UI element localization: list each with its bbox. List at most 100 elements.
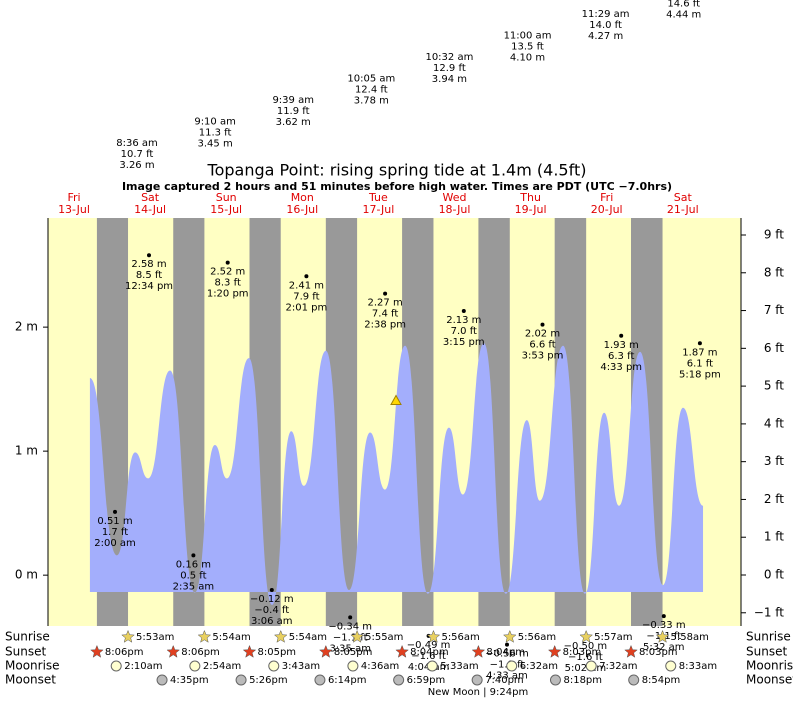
y2-tick-label: 9 ft [764,228,784,242]
top-label: 10.7 ft [121,149,154,160]
high-dot [461,309,466,314]
tide-area [89,343,704,605]
tide-height-ft: 6.6 ft [529,340,555,351]
tide-height-ft: 1.7 ft [102,527,128,538]
high-dot [225,260,230,265]
current-marker [390,394,402,406]
top-label: 11.9 ft [277,106,310,117]
y2-tick-label: 5 ft [764,379,784,393]
tide-height-ft: −0.4 ft [254,605,289,616]
sunset-time: 8:04pm [410,647,449,658]
tide-height-ft: −1.6 ft [568,652,603,663]
moonrise-time: 8:33am [679,661,717,672]
row-label: Moonrise [746,659,793,673]
sunrise-icon [273,629,288,643]
sunset-icon [395,644,409,658]
tide-time: 2:38 pm [364,320,406,331]
moonrise-icon [585,660,597,672]
sunrise-icon [579,629,593,643]
tide-height-ft: 8.5 ft [136,270,162,281]
moonrise-time: 2:54am [203,661,241,672]
moonrise-icon [506,660,518,672]
moonrise-icon [189,660,201,672]
moonset-time: 4:35pm [170,675,209,686]
sunset-icon [166,644,181,658]
moonset-time: 8:18pm [563,675,602,686]
tide-height-m: 0.51 m [97,516,132,527]
moonrise-time: 5:33am [440,661,478,672]
top-label: 3.78 m [354,96,389,107]
moonrise-icon [347,660,359,672]
moonset-icon [235,674,247,686]
day-label: Sat [674,191,693,204]
top-label: 9:10 am [194,117,236,128]
row-label: Sunrise [746,630,791,644]
moonset-icon [156,674,168,686]
top-label: 4.10 m [510,53,545,64]
moonset-icon [628,674,640,686]
sunrise-icon [350,629,364,643]
sunrise-time: 5:53am [136,632,174,643]
high-dot [304,274,309,279]
sunset-time: 8:06pm [181,647,220,658]
sunrise-icon [502,629,517,643]
sunset-time: 8:05pm [334,647,373,658]
high-dot [540,322,545,327]
row-label: Sunset [746,645,787,659]
tide-height-m: −0.34 m [328,621,372,632]
sunset-time: 8:03pm [563,647,602,658]
date-label: 13-Jul [58,203,90,216]
top-label: 8:36 am [116,138,158,149]
sunset-time: 8:03pm [639,647,678,658]
tide-height-m: 2.27 m [368,298,403,309]
y2-tick-label: −1 ft [754,605,785,619]
tide-time: 2:35 am [173,581,215,592]
row-label: Moonset [746,673,793,687]
tide-time: 4:33 am [486,671,528,682]
tide-height-ft: 6.1 ft [687,358,713,369]
chart-subtitle: Image captured 2 hours and 51 minutes be… [122,180,672,193]
sunset-icon [547,644,562,658]
y2-tick-label: 4 ft [764,416,784,430]
moonrise-icon [110,660,122,672]
tide-height-m: 1.87 m [682,347,717,358]
top-label: 10:05 am [347,74,395,85]
y2-tick-label: 3 ft [764,454,784,468]
tide-time: 3:53 pm [522,351,564,362]
low-dot [661,614,666,619]
tide-height-m: −0.12 m [250,594,294,605]
top-label: 14.6 ft [667,0,700,10]
tide-height-ft: 7.4 ft [372,309,398,320]
high-dot [383,291,388,296]
tide-time: 5:18 pm [679,369,721,380]
top-label: 14.0 ft [589,20,622,31]
high-dot [619,333,624,338]
high-dot [697,341,702,346]
sunrise-time: 5:57am [594,632,632,643]
tide-height-m: 2.58 m [131,259,166,270]
moonrise-icon [665,660,677,672]
tide-height-m: 0.16 m [176,559,211,570]
date-label: 17-Jul [362,203,394,216]
day-label: Thu [519,191,541,204]
tide-height-m: 2.13 m [446,315,481,326]
top-label: 10:32 am [425,52,473,63]
date-label: 20-Jul [591,203,623,216]
day-label: Fri [600,191,613,204]
sunrise-time: 5:54am [212,632,250,643]
sunset-icon [242,644,257,658]
moonset-icon [314,674,326,686]
day-label: Mon [291,191,314,204]
tide-time: 3:06 am [251,616,293,627]
sunrise-time: 5:54am [289,632,327,643]
tide-height-m: 1.93 m [604,340,639,351]
row-label: Moonrise [5,659,60,673]
moon-note: New Moon | 9:24pm [428,687,528,698]
tide-time: 2:01 pm [286,302,328,313]
y2-tick-label: 7 ft [764,303,784,317]
y2-tick-label: 0 ft [764,568,784,582]
tide-time: 12:34 pm [125,281,173,292]
top-label: 12.9 ft [433,63,466,74]
moonrise-time: 7:32am [599,661,637,672]
